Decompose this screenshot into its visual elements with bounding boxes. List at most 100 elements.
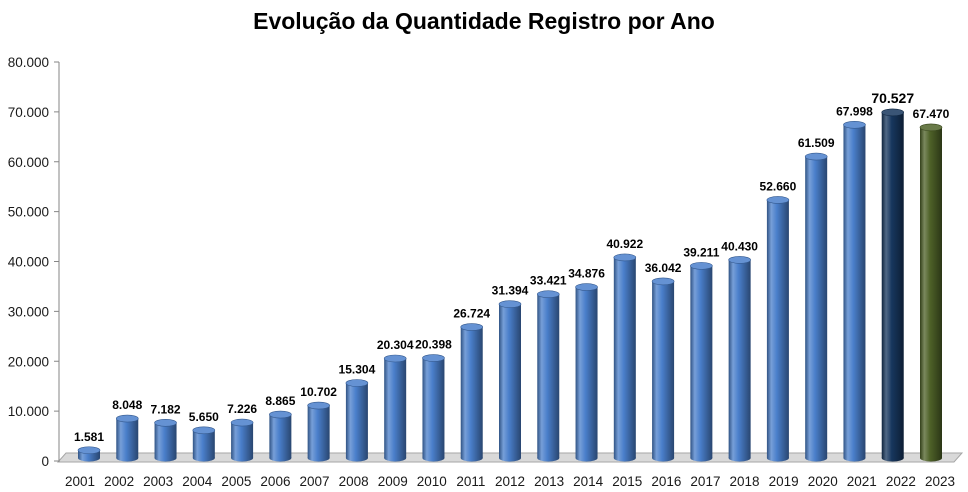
bar-body [843,124,866,458]
data-label-2013: 33.421 [530,274,567,288]
data-label-2015: 40.922 [606,237,643,251]
bar-body [613,257,636,458]
bar-body [575,287,598,458]
y-tick-label: 80.000 [8,55,49,70]
data-label-2022: 70.527 [871,90,914,106]
bar-2003 [154,419,177,462]
bar-2020 [804,152,828,462]
x-tick-label-2003: 2003 [143,474,173,489]
x-tick-label-2004: 2004 [182,474,213,489]
bar-2015 [613,253,637,462]
bar-top [881,108,905,117]
bar-top [460,323,484,331]
bar-top [345,379,369,387]
bar-top [154,419,177,427]
bar-2010 [422,354,445,462]
bar-2005 [230,418,254,462]
bar-body [805,156,828,458]
y-tick-label: 70.000 [8,105,49,120]
bar-2006 [269,410,292,462]
data-label-2006: 8.865 [265,394,295,408]
data-label-2005: 7.226 [227,402,257,416]
bar-body [116,418,139,458]
data-label-2021: 67.998 [836,104,873,118]
x-tick-label-2012: 2012 [495,474,525,489]
bar-body [920,127,942,458]
bar-2017 [690,262,713,462]
bar-body [269,414,292,458]
bar-body [384,358,407,458]
x-tick-label-2014: 2014 [573,474,604,489]
bar-body [460,327,483,458]
bar-top [728,256,751,264]
y-axis: 0 10.000 20.000 30.000 40.000 50.000 60.000 70.… [8,55,59,469]
y-tick-label: 0 [41,454,49,469]
bar-2022 [881,108,905,462]
bar-body [766,199,789,458]
bar-top [690,262,713,270]
x-tick-label-2007: 2007 [300,474,330,489]
bar-2014 [575,283,598,462]
bar-body [154,422,177,458]
data-label-2018: 40.430 [721,239,758,253]
x-tick-label-2011: 2011 [456,474,485,489]
bar-2018 [728,256,751,462]
bar-2008 [345,379,369,462]
bar-2004 [192,426,216,462]
bar-top [536,290,560,299]
bar-2016 [651,277,675,462]
x-tick-label-2019: 2019 [769,474,799,489]
bars [77,108,943,462]
x-tick-label-2008: 2008 [339,474,369,489]
bar-body [231,422,254,458]
data-label-2009: 20.304 [377,338,414,352]
bar-body [307,405,330,458]
x-tick-label-2021: 2021 [847,474,877,489]
y-tick-label: 20.000 [8,354,49,369]
bar-top [115,414,139,423]
bar-2012 [498,300,522,462]
bar-top [651,277,675,286]
chart-title: Evolução da Quantidade Registro por Ano [253,8,715,34]
bar-2011 [460,323,484,462]
y-tick-label: 10.000 [8,404,49,419]
y-tick-label: 40.000 [8,255,49,270]
data-label-2016: 36.042 [645,261,682,275]
x-tick-label-2022: 2022 [886,474,916,489]
data-label-2017: 39.211 [683,245,719,259]
y-tick-label: 50.000 [8,205,49,220]
x-tick-label-2020: 2020 [808,474,838,489]
bar-top [269,410,292,419]
bar-top [422,354,445,362]
data-labels: 1.581 8.048 7.182 5.650 7.226 8.865 10.70215.3… [74,90,950,444]
bar-top [575,283,598,291]
data-label-2001: 1.581 [74,430,104,444]
x-tick-label-2018: 2018 [730,474,760,489]
data-label-2008: 15.304 [339,363,376,377]
x-tick-label-2005: 2005 [221,474,251,489]
data-label-2011: 26.724 [453,307,490,321]
data-label-2012: 31.394 [492,284,529,298]
data-label-2014: 34.876 [568,267,605,281]
bar-top [383,354,407,363]
bar-body [537,294,560,458]
x-tick-label-2013: 2013 [534,474,564,489]
bar-2013 [536,290,560,462]
bar-2002 [115,414,139,462]
bar-2023 [919,123,943,462]
bar-body [499,304,521,458]
bar-top [192,426,216,435]
bar-top [498,300,522,308]
data-label-2004: 5.650 [189,410,219,424]
bar-top [230,418,254,427]
bar-top [766,196,790,204]
bar-body [78,450,100,458]
bar-body [192,430,215,458]
data-label-2007: 10.702 [300,385,337,399]
data-label-2019: 52.660 [760,179,797,193]
bar-body [728,259,751,458]
data-label-2010: 20.398 [415,338,452,352]
bar-body [881,112,904,459]
